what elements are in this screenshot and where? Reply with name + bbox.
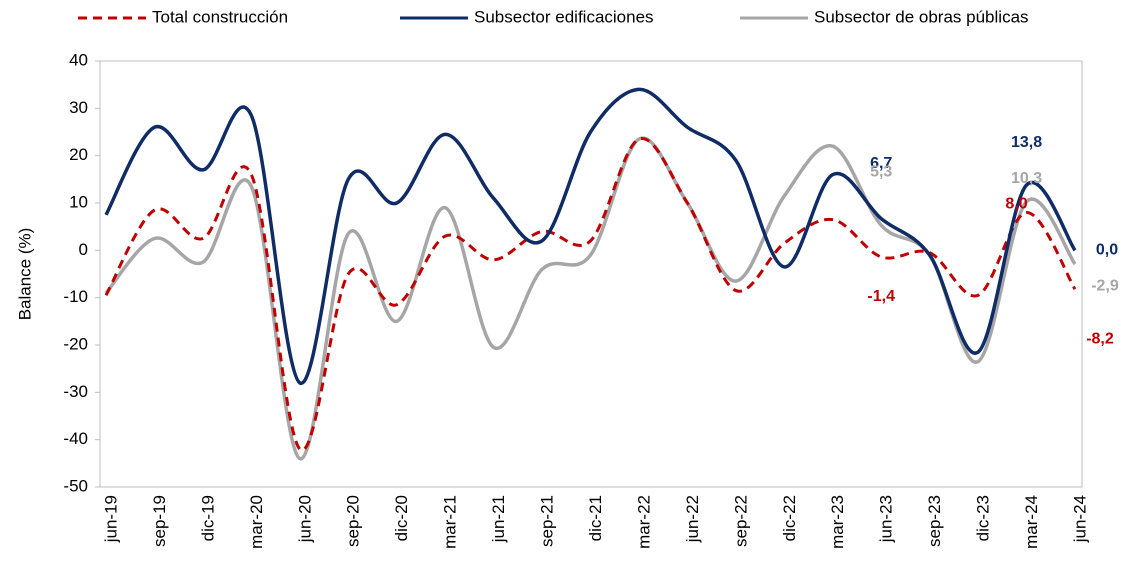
series-line: [104, 87, 1077, 385]
x-tick-label: dic-22: [780, 495, 799, 541]
x-tick-label: mar-23: [828, 495, 847, 549]
legend-label: Subsector de obras públicas: [814, 7, 1029, 26]
y-tick-label: -20: [63, 334, 88, 353]
x-tick-label: dic-19: [198, 495, 217, 541]
x-tick-label: mar-22: [634, 495, 653, 549]
y-tick-label: 20: [69, 145, 88, 164]
y-tick-label: -50: [63, 476, 88, 495]
data-label: 5,3: [870, 163, 892, 180]
series-line: [104, 136, 1077, 461]
x-tick-label: sep-20: [344, 495, 363, 547]
data-label: -8,2: [1086, 330, 1114, 347]
data-label: 13,8: [1011, 134, 1042, 151]
x-tick-label: sep-22: [731, 495, 750, 547]
data-label: -1,4: [867, 288, 895, 305]
y-tick-label: 40: [69, 50, 88, 69]
x-tick-label: jun-21: [489, 495, 508, 543]
x-tick-label: mar-24: [1022, 495, 1041, 549]
x-tick-label: jun-23: [877, 495, 896, 543]
x-tick-label: dic-21: [586, 495, 605, 541]
x-tick-label: dic-23: [974, 495, 993, 541]
legend-label: Total construcción: [152, 7, 288, 26]
x-tick-label: sep-19: [150, 495, 169, 547]
x-tick-label: mar-21: [441, 495, 460, 549]
plot-frame: [99, 60, 1083, 488]
data-label: 0,0: [1096, 242, 1118, 259]
x-tick-label: mar-20: [247, 495, 266, 549]
data-label: 6,7: [870, 155, 892, 172]
data-label: -2,9: [1091, 277, 1119, 294]
y-tick-label: 30: [69, 98, 88, 117]
y-axis-title: Balance (%): [15, 228, 34, 321]
legend-label: Subsector edificaciones: [474, 7, 654, 26]
series-line: [104, 137, 1077, 452]
y-tick-label: 0: [79, 240, 88, 259]
y-tick-label: -40: [63, 429, 88, 448]
x-tick-label: jun-22: [683, 495, 702, 543]
data-label: 10,3: [1011, 170, 1042, 187]
y-tick-label: -30: [63, 382, 88, 401]
y-tick-label: 10: [69, 192, 88, 211]
x-tick-label: sep-23: [925, 495, 944, 547]
y-tick-label: -10: [63, 287, 88, 306]
data-label: 8,0: [1005, 196, 1027, 213]
x-tick-label: jun-24: [1070, 495, 1089, 543]
x-tick-label: jun-19: [101, 495, 120, 543]
x-tick-label: sep-21: [538, 495, 557, 547]
x-tick-label: dic-20: [392, 495, 411, 541]
x-tick-label: jun-20: [295, 495, 314, 543]
